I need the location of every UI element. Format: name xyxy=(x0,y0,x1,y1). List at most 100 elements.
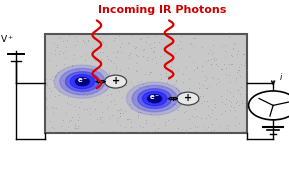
Point xyxy=(117,90,121,92)
Point xyxy=(145,55,150,58)
Point xyxy=(75,92,79,95)
Circle shape xyxy=(142,91,167,106)
Point xyxy=(135,114,140,116)
Point xyxy=(129,80,134,83)
Point xyxy=(237,69,242,71)
Point xyxy=(121,131,126,134)
Point xyxy=(73,105,77,108)
Point xyxy=(158,104,163,107)
Point xyxy=(214,82,219,85)
Point xyxy=(67,120,71,123)
Point xyxy=(115,75,120,78)
Point xyxy=(180,127,184,130)
Point xyxy=(101,41,105,44)
Text: +: + xyxy=(112,76,120,86)
Point xyxy=(65,88,70,91)
Point xyxy=(54,64,58,67)
Point xyxy=(143,88,148,91)
Point xyxy=(159,37,163,40)
Point xyxy=(76,92,81,95)
Point xyxy=(187,78,191,80)
Point xyxy=(211,77,216,79)
Circle shape xyxy=(75,77,90,86)
Point xyxy=(178,40,182,43)
Point xyxy=(117,124,122,127)
Point xyxy=(61,62,66,65)
Point xyxy=(136,80,140,83)
Text: e$^-$: e$^-$ xyxy=(149,94,160,102)
Point xyxy=(60,52,65,55)
Point xyxy=(234,70,239,73)
Point xyxy=(141,49,145,52)
Point xyxy=(54,73,59,76)
Point xyxy=(179,47,184,49)
Point xyxy=(163,123,168,126)
Point xyxy=(69,64,74,67)
Point xyxy=(163,98,168,101)
Point xyxy=(116,109,121,111)
Point xyxy=(50,75,54,78)
Point xyxy=(229,105,234,107)
Point xyxy=(44,98,49,100)
Point xyxy=(214,62,218,65)
Point xyxy=(214,117,218,120)
Point xyxy=(117,76,122,79)
Point xyxy=(88,72,92,75)
Point xyxy=(82,108,87,110)
Point xyxy=(239,101,244,104)
Point xyxy=(57,94,62,97)
Point xyxy=(142,109,147,112)
Point xyxy=(139,80,144,82)
Point xyxy=(134,46,138,49)
Point xyxy=(227,98,231,101)
Circle shape xyxy=(138,89,172,109)
Point xyxy=(116,83,120,86)
Point xyxy=(226,124,230,126)
Point xyxy=(210,76,215,79)
Point xyxy=(84,107,89,110)
Point xyxy=(136,55,141,58)
Point xyxy=(116,50,120,53)
Point xyxy=(61,79,66,81)
Point xyxy=(84,94,89,97)
Point xyxy=(137,131,142,133)
Text: V$^+$: V$^+$ xyxy=(0,33,14,45)
Point xyxy=(126,66,131,69)
Point xyxy=(193,116,198,119)
Point xyxy=(123,84,128,87)
Point xyxy=(187,87,192,89)
Point xyxy=(239,85,243,88)
Point xyxy=(70,65,74,68)
Point xyxy=(75,68,80,70)
Point xyxy=(136,107,140,110)
Point xyxy=(43,78,48,80)
Point xyxy=(206,52,211,54)
Point xyxy=(43,88,47,91)
Point xyxy=(242,64,247,66)
Point xyxy=(112,37,117,40)
Point xyxy=(161,104,165,106)
Point xyxy=(206,105,211,107)
Point xyxy=(64,39,69,41)
Point xyxy=(219,113,224,115)
Text: e$^-$: e$^-$ xyxy=(77,76,88,85)
Point xyxy=(200,45,205,48)
Point xyxy=(176,88,180,91)
Point xyxy=(162,121,167,124)
Point xyxy=(63,56,68,59)
Point xyxy=(237,66,242,69)
Point xyxy=(206,113,210,116)
Point xyxy=(226,63,231,65)
Point xyxy=(188,126,192,129)
Point xyxy=(146,72,151,75)
Point xyxy=(203,75,208,78)
Point xyxy=(99,45,103,47)
Point xyxy=(146,86,151,89)
Point xyxy=(111,50,115,53)
Point xyxy=(89,130,94,133)
Point xyxy=(132,99,137,102)
Circle shape xyxy=(105,75,127,88)
Point xyxy=(108,59,113,62)
Point xyxy=(138,125,142,128)
Point xyxy=(85,89,90,92)
